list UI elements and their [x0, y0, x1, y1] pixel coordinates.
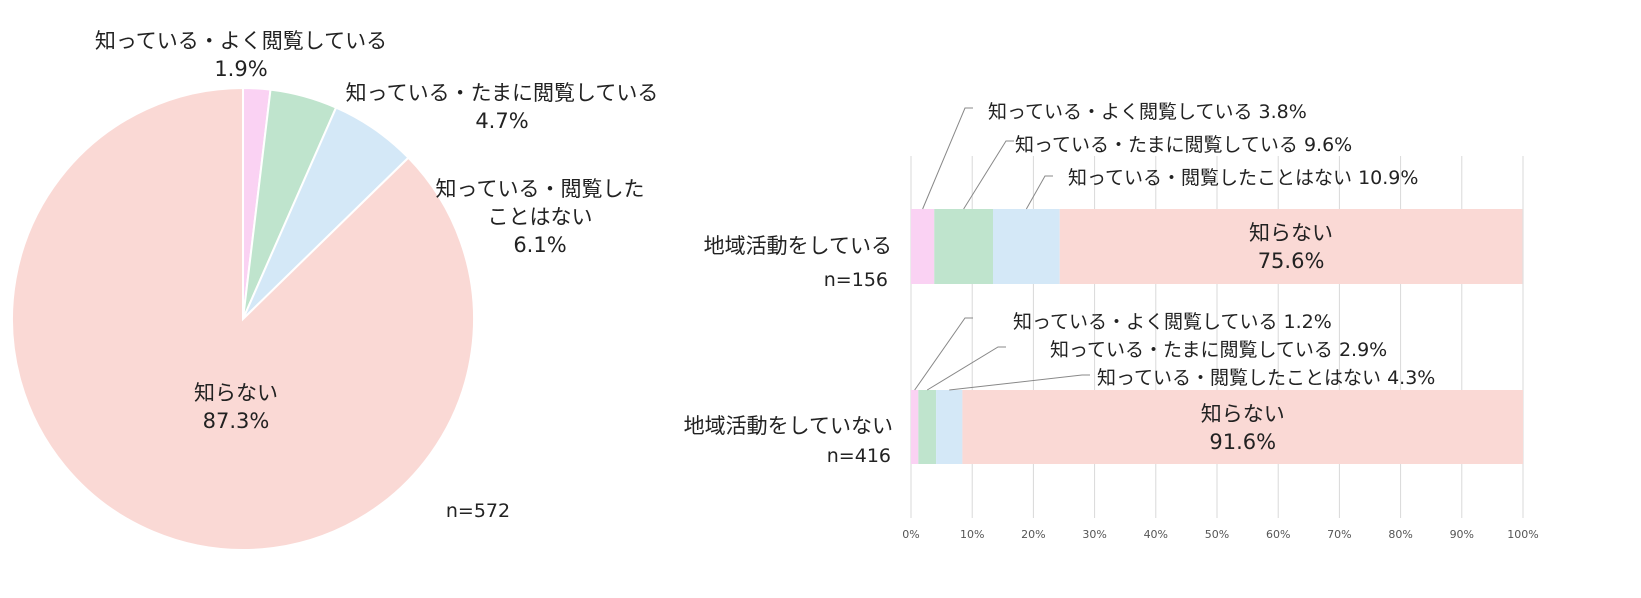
x-tick-label: 10% — [960, 528, 984, 541]
x-tick-label: 70% — [1327, 528, 1351, 541]
x-tick-label: 60% — [1266, 528, 1290, 541]
callout-leader — [922, 107, 973, 210]
x-tick-label: 0% — [902, 528, 919, 541]
x-tick-label: 90% — [1450, 528, 1474, 541]
callout-leader — [1025, 175, 1053, 210]
pie-slice-value: 6.1% — [513, 233, 566, 257]
bar-segment-label: 知らない — [1249, 221, 1333, 245]
bar-segment-label: 知っている・よく閲覧している 1.2% — [1013, 311, 1332, 333]
bar-segment — [911, 390, 919, 464]
category-label: 地域活動をしている — [704, 234, 892, 258]
pie-slice-value: 4.7% — [475, 109, 528, 133]
bar-segment — [918, 390, 937, 464]
category-n-label: n=416 — [827, 445, 891, 467]
x-tick-label: 30% — [1082, 528, 1106, 541]
bar-segment-label: 知っている・閲覧したことはない 10.9% — [1068, 167, 1418, 189]
pie-chart: 知っている・よく閲覧している 1.9% 知っている・たまに閲覧している 4.7% 知って… — [11, 29, 659, 551]
category-n-label: n=156 — [824, 269, 888, 291]
bar-segment — [962, 390, 1523, 464]
bar-segment — [993, 209, 1060, 284]
pie-slice-label: 知っている・閲覧した — [436, 177, 645, 201]
x-tick-label: 20% — [1021, 528, 1045, 541]
bar-segment-value: 75.6% — [1258, 249, 1325, 273]
x-tick-label: 50% — [1205, 528, 1229, 541]
callout-leader — [949, 374, 1090, 391]
bar-segment-value: 91.6% — [1209, 430, 1276, 454]
pie-slice-value: 87.3% — [203, 409, 270, 433]
x-tick-label: 40% — [1144, 528, 1168, 541]
callout-leader — [914, 317, 973, 391]
pie-slice-label: ことはない — [488, 205, 593, 229]
x-tick-label: 100% — [1507, 528, 1538, 541]
x-tick-label: 80% — [1388, 528, 1412, 541]
bar-segment — [911, 209, 935, 284]
bar-segment-label: 知らない — [1201, 402, 1285, 426]
callout-leader — [926, 346, 1006, 391]
bar-segment — [934, 209, 994, 284]
bar-segment-label: 知っている・閲覧したことはない 4.3% — [1097, 367, 1435, 389]
bar-segment — [1059, 209, 1523, 284]
bar-segment-label: 知っている・たまに閲覧している 2.9% — [1050, 339, 1387, 361]
pie-n-label: n=572 — [446, 500, 510, 522]
bar-segment-label: 知っている・たまに閲覧している 9.6% — [1015, 134, 1352, 156]
pie-slice-label: 知っている・よく閲覧している — [95, 29, 387, 53]
category-label: 地域活動をしていない — [684, 414, 893, 438]
bar-segment — [936, 390, 963, 464]
pie-slice-value: 1.9% — [214, 57, 267, 81]
pie-slice — [11, 86, 475, 551]
bar-segment-label: 知っている・よく閲覧している 3.8% — [988, 101, 1307, 123]
callout-leader — [963, 140, 1014, 210]
pie-slice-label: 知っている・たまに閲覧している — [346, 81, 659, 105]
stacked-bar-chart: 0% 10% 20% 30% 40% 50% 60% 70% 80% 90% 100% 知っている・よ… — [684, 101, 1539, 541]
pie-slice-label: 知らない — [194, 381, 278, 405]
